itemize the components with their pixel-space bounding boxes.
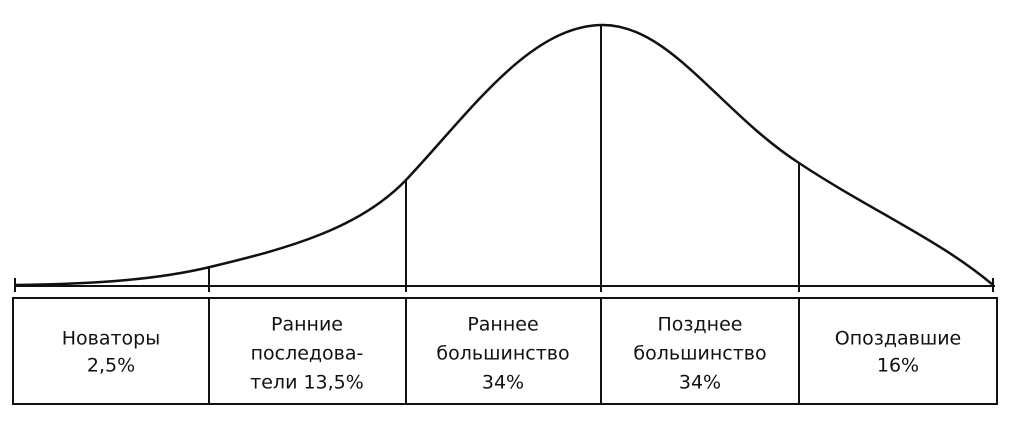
segment-label: большинство: [633, 343, 766, 365]
segment-label: Ранние: [271, 314, 343, 336]
segment-label: 34%: [679, 372, 721, 394]
segment-label: Раннее: [467, 314, 538, 336]
bell-curve: [14, 23, 994, 287]
curve-group: [14, 23, 995, 292]
segment-label: Новаторы: [62, 328, 161, 350]
segment-label: 2,5%: [87, 355, 135, 377]
segment-label: тели 13,5%: [250, 372, 364, 394]
segment-label: последова-: [251, 343, 364, 365]
segment-label: Опоздавшие: [835, 328, 962, 350]
segment-labels: Новаторы 2,5% Ранние последова- тели 13,…: [62, 314, 962, 394]
segment-label: большинство: [436, 343, 569, 365]
segment-label: Позднее: [658, 314, 743, 336]
segment-label: 16%: [877, 355, 919, 377]
segment-boxes: [12, 297, 998, 405]
segment-label: 34%: [482, 372, 524, 394]
box-outline: [12, 297, 998, 405]
